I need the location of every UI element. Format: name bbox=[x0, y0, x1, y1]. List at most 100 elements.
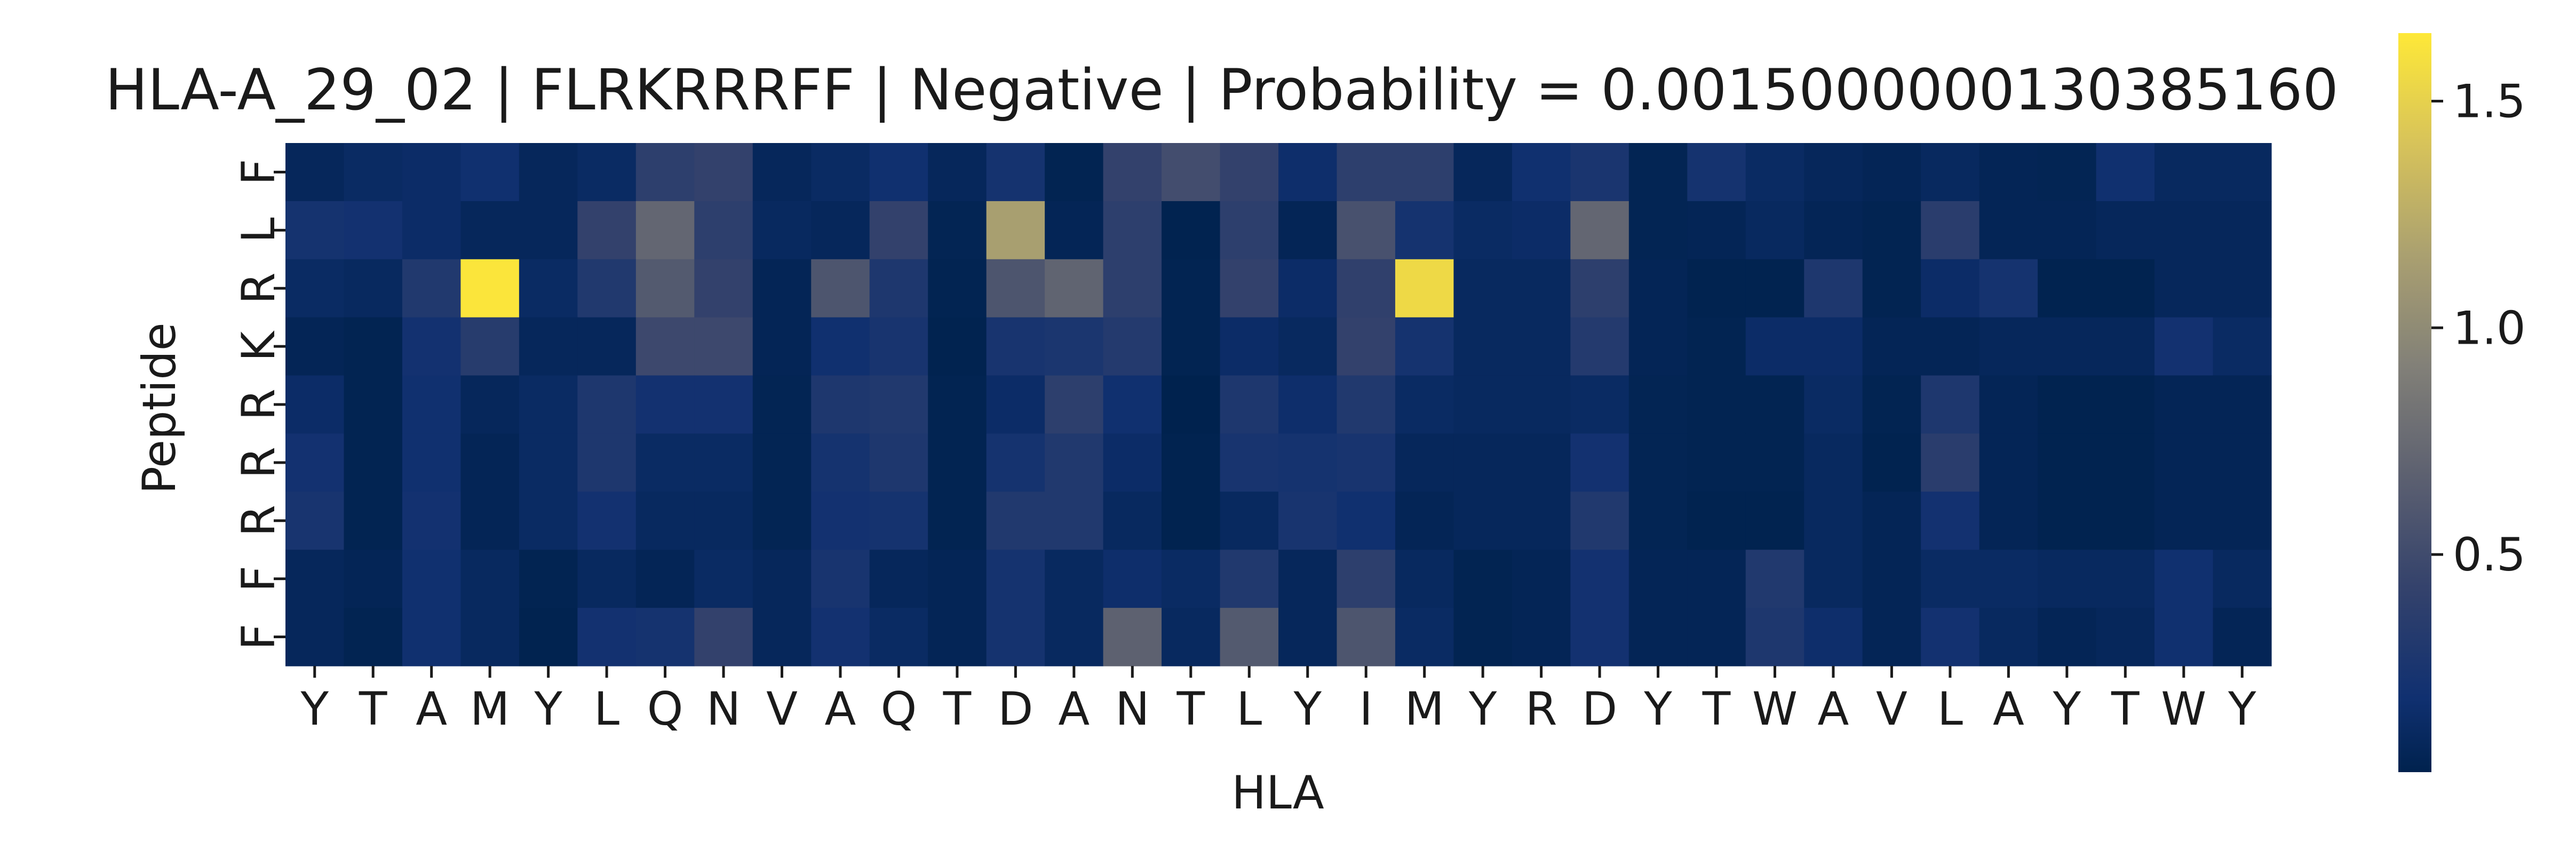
heatmap-cell bbox=[1337, 375, 1396, 434]
heatmap-cell bbox=[1745, 550, 1804, 608]
heatmap-cell bbox=[1687, 491, 1746, 550]
heatmap-cell bbox=[811, 375, 870, 434]
heatmap-cell bbox=[1220, 433, 1279, 492]
heatmap-cell bbox=[2096, 143, 2155, 202]
heatmap-cell bbox=[519, 201, 578, 260]
heatmap-cell bbox=[1745, 491, 1804, 550]
heatmap-cell bbox=[2213, 201, 2272, 260]
heatmap-cell bbox=[1804, 608, 1863, 666]
heatmap-cell bbox=[1862, 201, 1921, 260]
heatmap-cell bbox=[2038, 317, 2097, 376]
heatmap-cell bbox=[1862, 608, 1921, 666]
heatmap-cell bbox=[344, 375, 403, 434]
heatmap-cell bbox=[1337, 433, 1396, 492]
heatmap-cell bbox=[344, 608, 403, 666]
heatmap-cell bbox=[1745, 608, 1804, 666]
heatmap-cell bbox=[1921, 491, 1980, 550]
heatmap-cell bbox=[1045, 491, 1104, 550]
heatmap-cell bbox=[1395, 375, 1454, 434]
heatmap-cell bbox=[344, 201, 403, 260]
heatmap-cell bbox=[1979, 259, 2038, 318]
heatmap-cell bbox=[2096, 608, 2155, 666]
y-tick-label: F bbox=[232, 566, 285, 592]
heatmap-cell bbox=[1278, 143, 1338, 202]
heatmap-cell bbox=[1862, 433, 1921, 492]
heatmap-cell bbox=[2038, 608, 2097, 666]
heatmap-cell bbox=[1512, 143, 1571, 202]
heatmap-cell bbox=[1862, 375, 1921, 434]
heatmap-cells bbox=[285, 143, 2272, 666]
heatmap-cell bbox=[635, 608, 695, 666]
x-tick-label: L bbox=[1236, 683, 1262, 736]
x-tick-label: V bbox=[766, 683, 798, 736]
heatmap-cell bbox=[1278, 608, 1338, 666]
heatmap-cell bbox=[2154, 259, 2214, 318]
heatmap-cell bbox=[1103, 201, 1162, 260]
heatmap-cell bbox=[344, 433, 403, 492]
heatmap-cell bbox=[1395, 491, 1454, 550]
heatmap-cell bbox=[1278, 491, 1338, 550]
heatmap-cell bbox=[1162, 317, 1221, 376]
heatmap-cell bbox=[635, 143, 695, 202]
x-tick-label: A bbox=[1818, 683, 1849, 736]
heatmap-cell bbox=[2038, 433, 2097, 492]
heatmap-cell bbox=[1745, 201, 1804, 260]
heatmap-cell bbox=[2154, 491, 2214, 550]
heatmap-cell bbox=[285, 259, 345, 318]
heatmap-cell bbox=[1395, 317, 1454, 376]
colorbar-tick-label: 1.5 bbox=[2453, 75, 2526, 128]
heatmap-cell bbox=[694, 608, 753, 666]
heatmap-cell bbox=[1220, 259, 1279, 318]
x-tick-label: T bbox=[1702, 683, 1731, 736]
y-tick-label: F bbox=[232, 159, 285, 185]
heatmap-cell bbox=[1278, 433, 1338, 492]
heatmap-cell bbox=[460, 143, 520, 202]
heatmap-cell bbox=[811, 259, 870, 318]
heatmap-cell bbox=[1570, 550, 1629, 608]
x-tick-label: T bbox=[943, 683, 972, 736]
heatmap-cell bbox=[1337, 143, 1396, 202]
heatmap-cell bbox=[1745, 317, 1804, 376]
heatmap-cell bbox=[1512, 608, 1571, 666]
x-tick-label: Y bbox=[534, 683, 562, 736]
heatmap-cell bbox=[752, 375, 812, 434]
heatmap-cell bbox=[1162, 143, 1221, 202]
heatmap-cell bbox=[811, 433, 870, 492]
heatmap-cell bbox=[694, 143, 753, 202]
heatmap-cell bbox=[1103, 317, 1162, 376]
heatmap-cell bbox=[2154, 608, 2214, 666]
heatmap-cell bbox=[694, 201, 753, 260]
heatmap-cell bbox=[1570, 259, 1629, 318]
heatmap-cell bbox=[460, 259, 520, 318]
heatmap-cell bbox=[1687, 317, 1746, 376]
heatmap-cell bbox=[752, 201, 812, 260]
heatmap-cell bbox=[1220, 317, 1279, 376]
heatmap-cell bbox=[577, 550, 637, 608]
heatmap-cell bbox=[986, 491, 1045, 550]
x-tick-label: T bbox=[359, 683, 387, 736]
heatmap-cell bbox=[928, 259, 987, 318]
colorbar-tick-label: 1.0 bbox=[2453, 301, 2526, 355]
x-tick-label: Y bbox=[2053, 683, 2081, 736]
heatmap-cell bbox=[519, 433, 578, 492]
heatmap-cell bbox=[1979, 433, 2038, 492]
heatmap-cell bbox=[811, 491, 870, 550]
heatmap-cell bbox=[1570, 433, 1629, 492]
heatmap-cell bbox=[2213, 317, 2272, 376]
heatmap-cell bbox=[2213, 550, 2272, 608]
heatmap-cell bbox=[2038, 550, 2097, 608]
heatmap-cell bbox=[986, 433, 1045, 492]
heatmap-cell bbox=[402, 608, 462, 666]
heatmap-cell bbox=[1921, 259, 1980, 318]
heatmap-cell bbox=[344, 550, 403, 608]
heatmap-cell bbox=[1570, 375, 1629, 434]
heatmap-cell bbox=[928, 143, 987, 202]
heatmap-cell bbox=[402, 317, 462, 376]
heatmap-cell bbox=[869, 491, 928, 550]
y-axis-label: Peptide bbox=[133, 322, 186, 494]
heatmap-cell bbox=[1745, 375, 1804, 434]
heatmap-cell bbox=[928, 375, 987, 434]
heatmap-cell bbox=[1395, 608, 1454, 666]
x-tick-label: N bbox=[1115, 683, 1149, 736]
heatmap-cell bbox=[1804, 143, 1863, 202]
